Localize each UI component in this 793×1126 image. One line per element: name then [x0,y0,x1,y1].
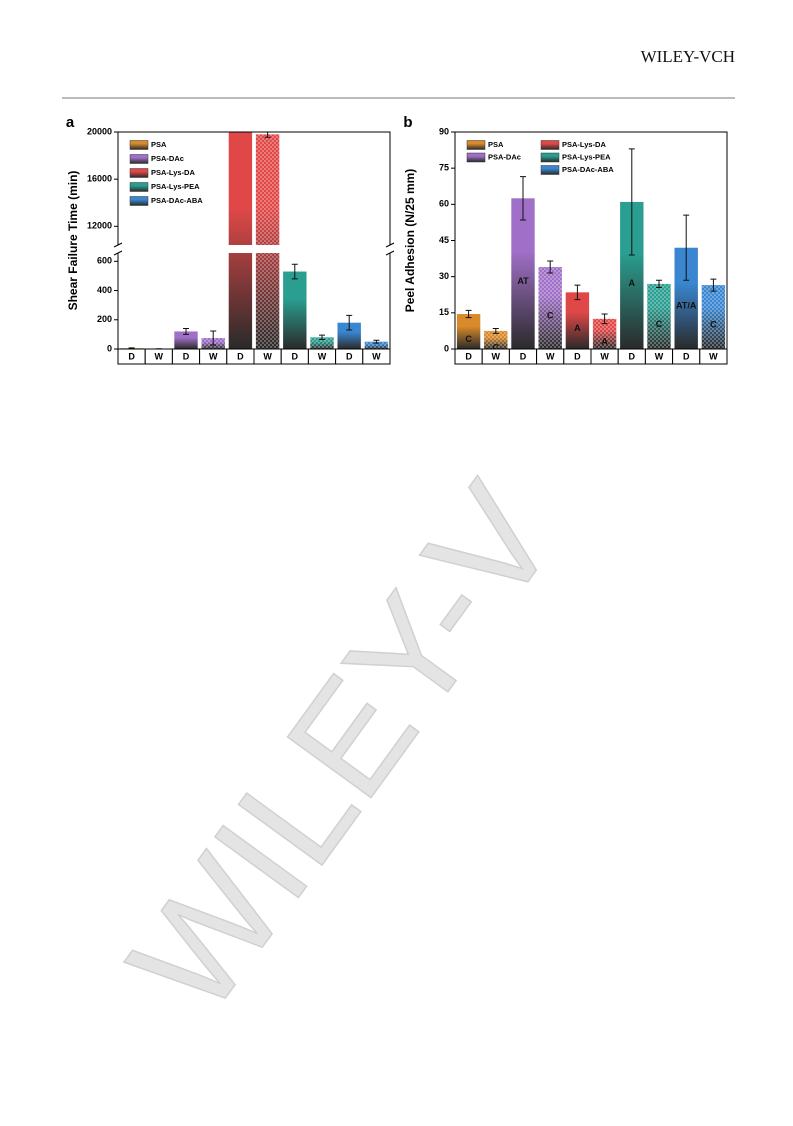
y-tick-label: 15 [439,307,449,317]
y-tick-label: 60 [439,199,449,209]
legend-swatch [541,153,559,162]
legend-swatch [130,155,148,164]
legend-label: PSA-DAc-ABA [562,165,614,174]
legend-label: PSA [151,140,167,149]
legend-label: PSA-Lys-DA [562,140,606,149]
bar-label: C [465,334,472,344]
x-tick-label: W [209,351,218,361]
y-axis-label: Shear Failure Time (min) [66,171,80,311]
y-axis-label: Peel Adhesion (N/25 mm) [403,169,417,313]
axis-break-gap [115,245,393,253]
x-tick-label: W [492,351,501,361]
legend-swatch [541,141,559,150]
bar [566,292,589,349]
x-tick-label: W [318,351,327,361]
bar [229,132,252,349]
x-tick-label: D [128,351,135,361]
x-tick-label: D [520,351,527,361]
x-tick-label: D [683,351,690,361]
panel-label: a [66,114,75,131]
y-tick-label: 30 [439,271,449,281]
bar-label: AT/A [676,301,697,311]
y-tick-label: 200 [97,314,112,324]
legend-label: PSA-DAc-ABA [151,196,203,205]
x-tick-label: W [655,351,664,361]
bar-label: A [574,323,581,333]
x-tick-label: D [629,351,636,361]
y-tick-label: 75 [439,163,449,173]
x-tick-label: W [546,351,555,361]
x-tick-label: D [183,351,190,361]
panel-label: b [403,114,412,131]
y-tick-label: 12000 [87,221,112,231]
y-tick-label: 16000 [87,174,112,184]
legend-label: PSA [488,140,504,149]
y-tick-label: 90 [439,126,449,136]
x-tick-label: W [600,351,609,361]
x-tick-label: W [155,351,164,361]
bar-texture [647,284,670,349]
y-tick-label: 45 [439,235,449,245]
legend-swatch [541,166,559,175]
bar-label: C [656,319,663,329]
legend-swatch [130,169,148,178]
bar-label: A [629,278,636,288]
x-tick-label: D [237,351,244,361]
x-tick-label: D [292,351,299,361]
y-tick-label: 0 [444,343,449,353]
bar-label: AT [517,276,529,286]
legend-label: PSA-Lys-PEA [562,152,611,161]
y-tick-label: 0 [107,343,112,353]
bar-label: C [710,319,717,329]
bar [511,198,534,349]
x-tick-label: W [263,351,272,361]
legend-label: PSA-Lys-PEA [151,182,200,191]
legend-swatch [467,141,485,150]
legend-label: PSA-DAc [151,154,184,163]
publisher-logo: WILEY-VCH [641,47,735,66]
bar-label: C [547,310,554,320]
x-tick-label: D [574,351,581,361]
legend-label: PSA-Lys-DA [151,168,195,177]
bar [283,272,306,349]
legend-swatch [130,141,148,150]
bar-texture [256,134,279,349]
bar-texture [702,285,725,349]
y-tick-label: 400 [97,285,112,295]
y-tick-label: 20000 [87,126,112,136]
x-tick-label: W [709,351,718,361]
legend-swatch [130,197,148,206]
x-tick-label: W [372,351,381,361]
legend-swatch [467,153,485,162]
x-tick-label: D [346,351,353,361]
bar-texture [539,267,562,349]
legend-label: PSA-DAc [488,152,521,161]
legend-swatch [130,183,148,192]
x-tick-label: D [465,351,472,361]
watermark: WILEY-V [97,456,587,1043]
bar-label: A [601,336,608,346]
y-tick-label: 600 [97,256,112,266]
